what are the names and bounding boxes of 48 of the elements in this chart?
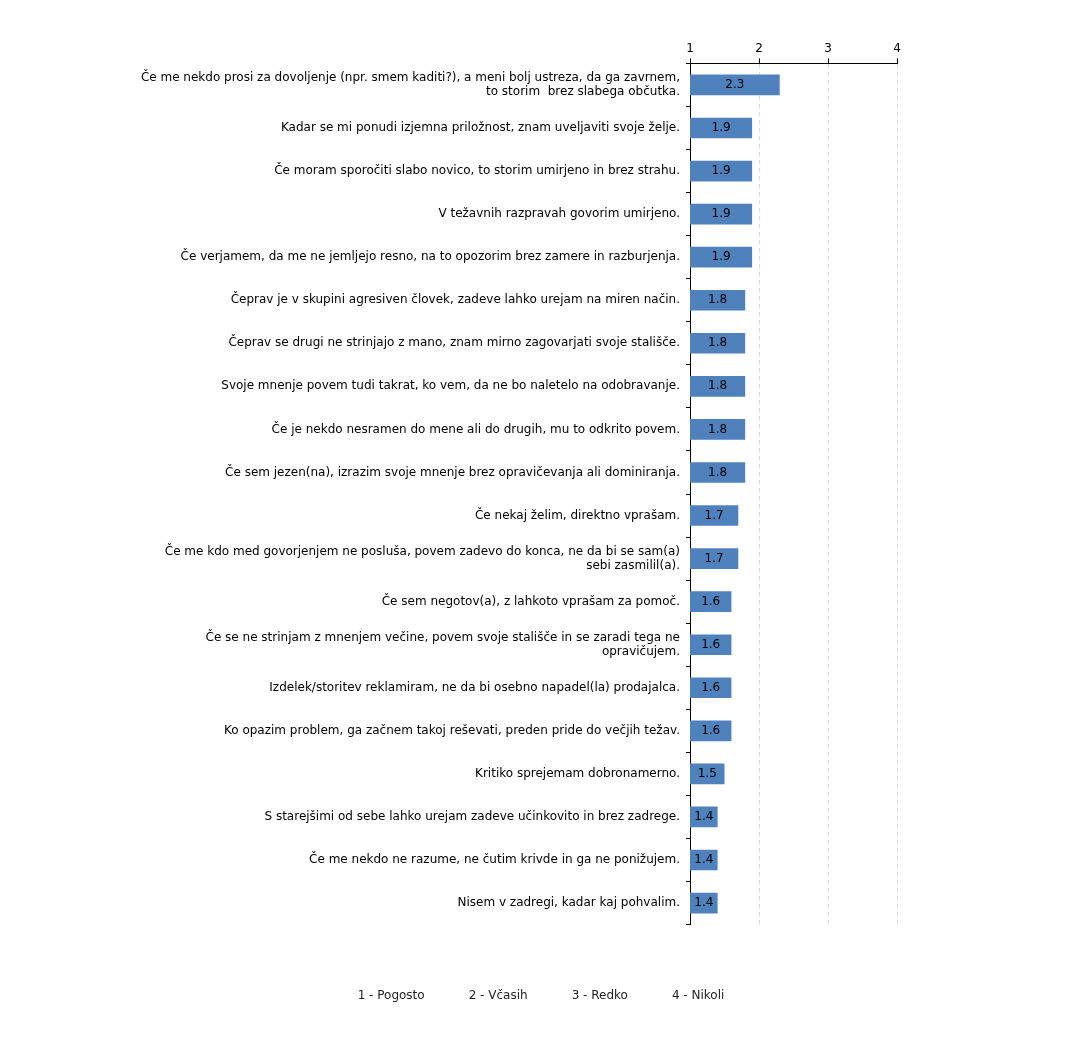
text: 2 - Včasih xyxy=(468,988,528,1002)
y-tick-label: Kadar se mi ponudi izjemna priložnost, znam uveljaviti svoje želje. xyxy=(280,120,680,135)
y-tick-label: Čeprav se drugi ne strinjajo z mano, znam mirno zagovarjati svoje stališče. xyxy=(228,334,680,350)
y-tick-label: Kritiko sprejemam dobronamerno. xyxy=(475,766,680,781)
data-label: 1.9 xyxy=(711,163,731,178)
y-tick-label: Ko opazim problem, ga začnem takoj reševati, preden pride do večjih težav. xyxy=(223,722,680,737)
data-label: 1.9 xyxy=(711,206,731,221)
text: 4 - Nikoli xyxy=(671,988,725,1002)
data-label: 1.7 xyxy=(704,550,724,565)
data-label: 1.8 xyxy=(708,421,728,436)
y-tick-label: Čeprav je v skupini agresiven človek, zadeve lahko urejam na miren način. xyxy=(230,291,680,307)
text: 1 - Pogosto xyxy=(357,988,425,1002)
y-tick-label: Če se ne strinjam z mnenjem večine, povem svoje stališče in se zaradi tega ne opravičujem. xyxy=(205,628,680,659)
y-tick-label: Če sem negotov(a), z lahkoto vprašam za pomoč. xyxy=(381,592,680,608)
y-tick-label: Če me kdo med govorjenjem ne posluša, povem zadevo do konca, ne da bi se sam(a) sebi zasmilil(a). xyxy=(164,542,680,572)
data-label: 1.4 xyxy=(694,852,714,867)
y-tick-label: Izdelek/storitev reklamiram, ne da bi osebno napadel(la) prodajalca. xyxy=(269,679,680,694)
y-tick-label: V težavnih razpravah govorim umirjeno. xyxy=(438,206,680,221)
data-label: 1.8 xyxy=(708,464,728,479)
y-tick-label: Nisem v zadregi, kadar kaj pohvalim. xyxy=(457,895,680,910)
data-label: 1.6 xyxy=(701,679,721,694)
x-tick-label: 3 xyxy=(824,41,832,56)
data-label: 1.5 xyxy=(697,766,717,781)
y-tick-label: Svoje mnenje povem tudi takrat, ko vem, da ne bo naletelo na odobravanje. xyxy=(221,378,680,393)
data-label: 1.4 xyxy=(694,809,714,824)
text: 3 - Redko xyxy=(571,988,628,1002)
data-label: 1.8 xyxy=(708,335,728,350)
data-label: 1.9 xyxy=(711,249,731,264)
data-label: 1.4 xyxy=(694,895,714,910)
y-tick-label: Če verjamem, da me ne jemljejo resno, na to opozorim brez zamere in razburjenja. xyxy=(180,248,680,264)
data-label: 1.8 xyxy=(708,378,728,393)
data-label: 1.7 xyxy=(704,507,724,522)
y-tick-label: Če me nekdo ne razume, ne čutim krivde in ga ne ponižujem. xyxy=(309,851,680,867)
data-label: 1.9 xyxy=(711,120,731,135)
data-label: 1.6 xyxy=(701,636,721,651)
y-tick-label: Če me nekdo prosi za dovoljenje (npr. smem kaditi?), a meni bolj ustreza, da ga zavrnem, to storim brez slabega občutka. xyxy=(140,68,680,99)
y-tick-label: Če je nekdo nesramen do mene ali do drugih, mu to odkrito povem. xyxy=(271,420,680,436)
x-tick-label: 4 xyxy=(893,41,901,56)
y-tick-label: S starejšimi od sebe lahko urejam zadeve učinkovito in brez zadrege. xyxy=(264,809,680,824)
data-label: 2.3 xyxy=(725,77,745,92)
data-label: 1.6 xyxy=(701,722,721,737)
x-tick-label: 1 xyxy=(686,41,694,56)
y-tick-label: Če sem jezen(na), izrazim svoje mnenje brez opravičevanja ali dominiranja. xyxy=(225,463,680,479)
data-label: 1.6 xyxy=(701,593,721,608)
y-tick-label: Če moram sporočiti slabo novico, to storim umirjeno in brez strahu. xyxy=(274,162,680,178)
y-tick-label: Če nekaj želim, direktno vprašam. xyxy=(474,506,680,522)
x-tick-label: 2 xyxy=(755,41,763,56)
data-label: 1.8 xyxy=(708,292,728,307)
